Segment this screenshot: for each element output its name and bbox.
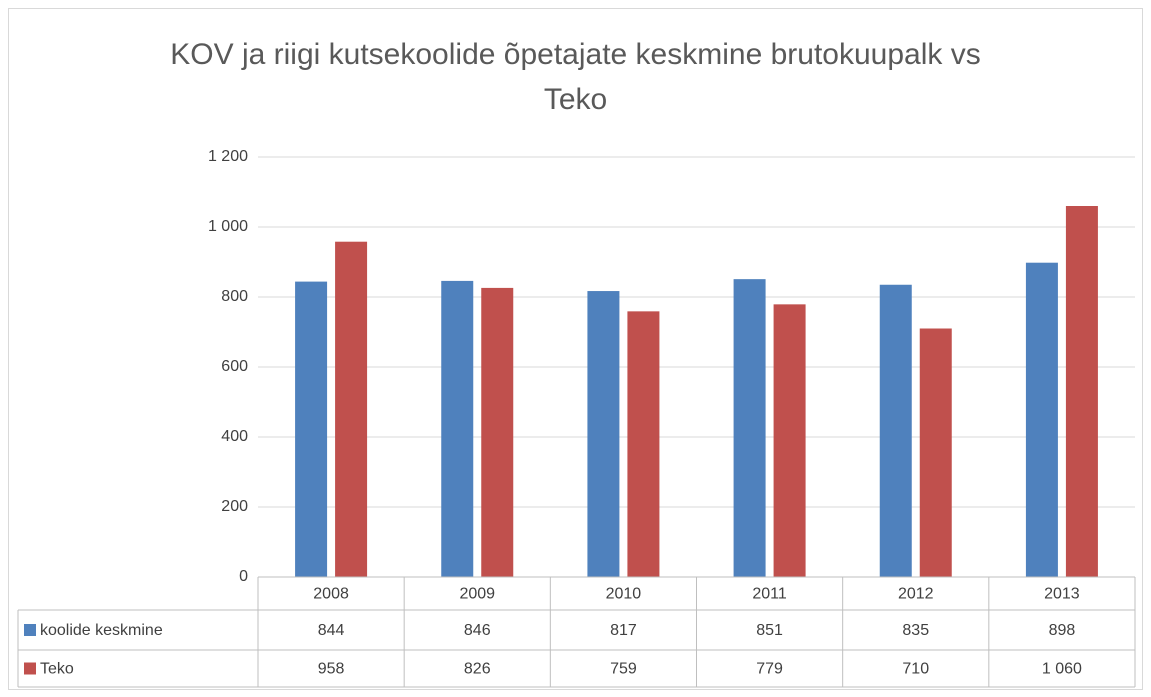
table-cell: 851 (756, 622, 783, 639)
bar (481, 287, 514, 577)
table-cell: 817 (610, 622, 637, 639)
x-tick-label: 2013 (1044, 586, 1080, 603)
title-box: KOV ja riigi kutsekoolide õpetajate kesk… (0, 32, 1151, 122)
y-tick-label: 1 200 (208, 148, 248, 165)
table-cell: 759 (610, 661, 637, 678)
x-tick-label: 2011 (752, 586, 787, 603)
y-tick-label: 800 (221, 288, 248, 305)
bar (919, 328, 952, 577)
table-cell: 710 (902, 661, 929, 678)
bar (1025, 262, 1058, 577)
bar (295, 281, 328, 577)
x-tick-label: 2008 (313, 586, 349, 603)
chart-title: KOV ja riigi kutsekoolide õpetajate kesk… (170, 38, 981, 116)
bar (1065, 206, 1098, 577)
legend-label: Teko (40, 661, 74, 678)
bar (879, 284, 912, 577)
legend-key (24, 662, 36, 675)
y-tick-label: 0 (239, 568, 248, 585)
legend-key (24, 624, 36, 636)
table-cell: 779 (756, 661, 783, 678)
table-cell: 898 (1049, 622, 1076, 639)
x-tick-label: 2010 (606, 586, 642, 603)
x-tick-label: 2012 (898, 586, 934, 603)
table-cell: 835 (902, 622, 929, 639)
bar (587, 291, 620, 577)
y-tick-label: 600 (221, 358, 248, 375)
bar (335, 241, 368, 577)
table-cell: 846 (464, 622, 491, 639)
table-cell: 844 (318, 622, 345, 639)
chart-border (8, 8, 1143, 690)
y-tick-label: 1 000 (208, 218, 248, 235)
y-tick-label: 400 (221, 428, 248, 445)
bar (733, 279, 766, 577)
table-cell: 1 060 (1042, 661, 1082, 678)
table-cell: 958 (318, 661, 345, 678)
y-tick-label: 200 (221, 498, 248, 515)
legend-label: koolide keskmine (40, 622, 163, 639)
bar (441, 280, 474, 577)
table-cell: 826 (464, 661, 491, 678)
bar (773, 304, 806, 577)
x-tick-label: 2009 (459, 586, 495, 603)
bar (627, 311, 660, 577)
